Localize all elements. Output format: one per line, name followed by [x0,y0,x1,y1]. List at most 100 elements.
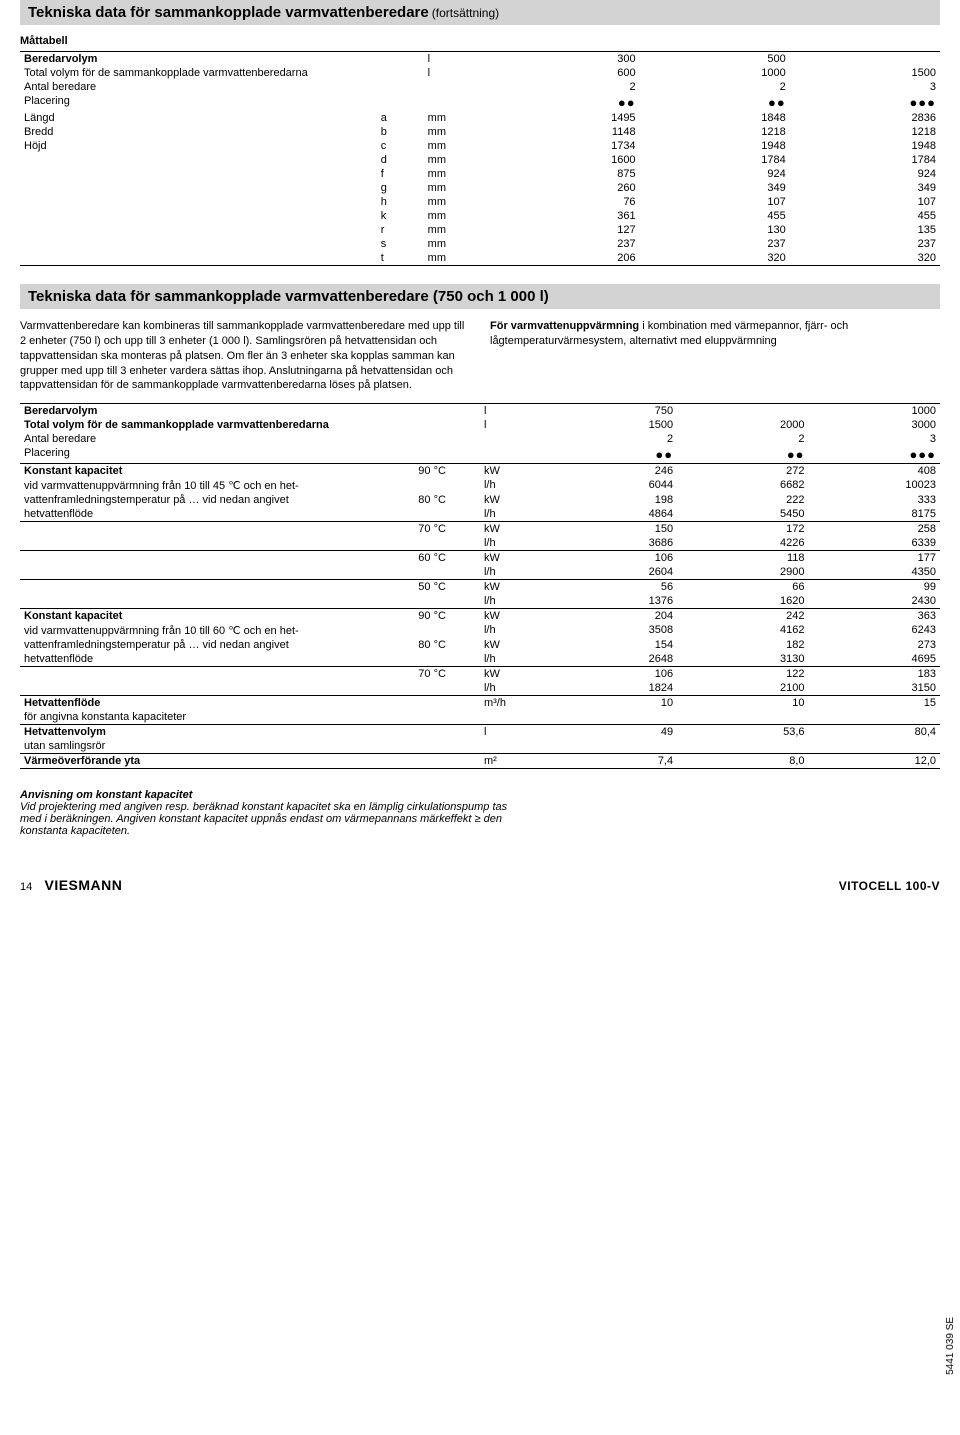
spec-label: Total volym för de sammankopplade varmva… [20,418,414,432]
table-row: Placering●●●●●●● [20,94,940,111]
row-unit: mm [424,153,490,167]
row-unit: mm [424,251,490,266]
spec-value: 5450 [677,507,808,522]
table-row: tmm206320320 [20,251,940,266]
row-value: 2 [640,80,790,94]
row-value: 1218 [640,125,790,139]
spec-label: Antal beredare [20,432,414,446]
spec-value: 6044 [546,478,677,493]
spec-value: 56 [546,580,677,595]
table-row: utan samlingsrör [20,739,940,754]
row-value: 2836 [790,111,940,125]
table-row: vid varmvattenuppvärmning från 10 till 6… [20,623,940,638]
row-value: 875 [489,167,639,181]
spec-temp [414,681,480,696]
footer-left: 14 VIESMANN [20,877,122,893]
row-unit: mm [424,209,490,223]
table-row: smm237237237 [20,237,940,251]
table-row: Breddbmm114812181218 [20,125,940,139]
row-value: 500 [640,52,790,67]
row-unit: l [424,66,490,80]
table-row: 70 °CkW106122183 [20,667,940,682]
spec-table: Beredarvolyml7501000Total volym för de s… [20,403,940,769]
spec-value: 3508 [546,623,677,638]
spec-temp [414,739,480,754]
spec-temp: 80 °C [414,638,480,652]
row-label: Bredd [20,125,377,139]
row-unit: mm [424,237,490,251]
spec-label: hetvattenflöde [20,652,414,667]
row-label [20,251,377,266]
spec-value: 246 [546,464,677,479]
row-value: 455 [790,209,940,223]
spec-value: 122 [677,667,808,682]
spec-label: vid varmvattenuppvärmning från 10 till 6… [20,623,414,638]
row-unit: mm [424,111,490,125]
row-value: 206 [489,251,639,266]
spec-label [20,594,414,609]
spec-value [809,739,940,754]
spec-value: 4226 [677,536,808,551]
row-key: c [377,139,424,153]
row-value: 1784 [640,153,790,167]
spec-value: 49 [546,725,677,740]
table-row: Höjdcmm173419481948 [20,139,940,153]
spec-label [20,667,414,682]
table-row: Konstant kapacitet90 °CkW204242363 [20,609,940,624]
spec-label: Konstant kapacitet [20,464,414,479]
spec-temp: 90 °C [414,609,480,624]
spec-temp: 90 °C [414,464,480,479]
row-value: 135 [790,223,940,237]
spec-unit [480,739,546,754]
spec-temp [414,418,480,432]
spec-value: 177 [809,551,940,566]
spec-value: ●●● [809,446,940,464]
table-row: 70 °CkW150172258 [20,522,940,537]
spec-value: 4864 [546,507,677,522]
table-row: hmm76107107 [20,195,940,209]
row-value: 130 [640,223,790,237]
table-row: Värmeöverförande ytam²7,48,012,0 [20,754,940,769]
row-key: s [377,237,424,251]
desc-left-text: Varmvattenberedare kan kombineras till s… [20,320,464,391]
table-row: l/h137616202430 [20,594,940,609]
spec-value: 10 [546,696,677,711]
spec-value: 2100 [677,681,808,696]
spec-value: 2430 [809,594,940,609]
spec-value: 3150 [809,681,940,696]
spec-value: 750 [546,404,677,419]
product-brand: VITOCELL 100-V [839,879,940,893]
row-value: 361 [489,209,639,223]
spec-value: 8,0 [677,754,808,769]
row-key: f [377,167,424,181]
spec-value: 2 [546,432,677,446]
row-value: 260 [489,181,639,195]
row-value: 1948 [790,139,940,153]
spec-value: 333 [809,493,940,507]
row-value: ●● [489,94,639,111]
spec-label [20,681,414,696]
spec-value: 1500 [546,418,677,432]
row-value: 237 [790,237,940,251]
side-code: 5441 039 SE [945,1317,956,1375]
row-key: g [377,181,424,195]
table-row: 50 °CkW566699 [20,580,940,595]
row-value: 1600 [489,153,639,167]
spec-label: Hetvattenflöde [20,696,414,711]
spec-value: 12,0 [809,754,940,769]
row-label: Höjd [20,139,377,153]
spec-temp [414,652,480,667]
row-value: 924 [640,167,790,181]
row-key: b [377,125,424,139]
table-row: vattenframledningstemperatur på … vid ne… [20,493,940,507]
table-row: Beredarvolyml300500 [20,52,940,67]
row-key: t [377,251,424,266]
row-label [20,223,377,237]
spec-unit: kW [480,464,546,479]
spec-value: 7,4 [546,754,677,769]
row-key: d [377,153,424,167]
row-value: 349 [790,181,940,195]
spec-unit: kW [480,638,546,652]
spec-temp [414,725,480,740]
spec-value: 3 [809,432,940,446]
